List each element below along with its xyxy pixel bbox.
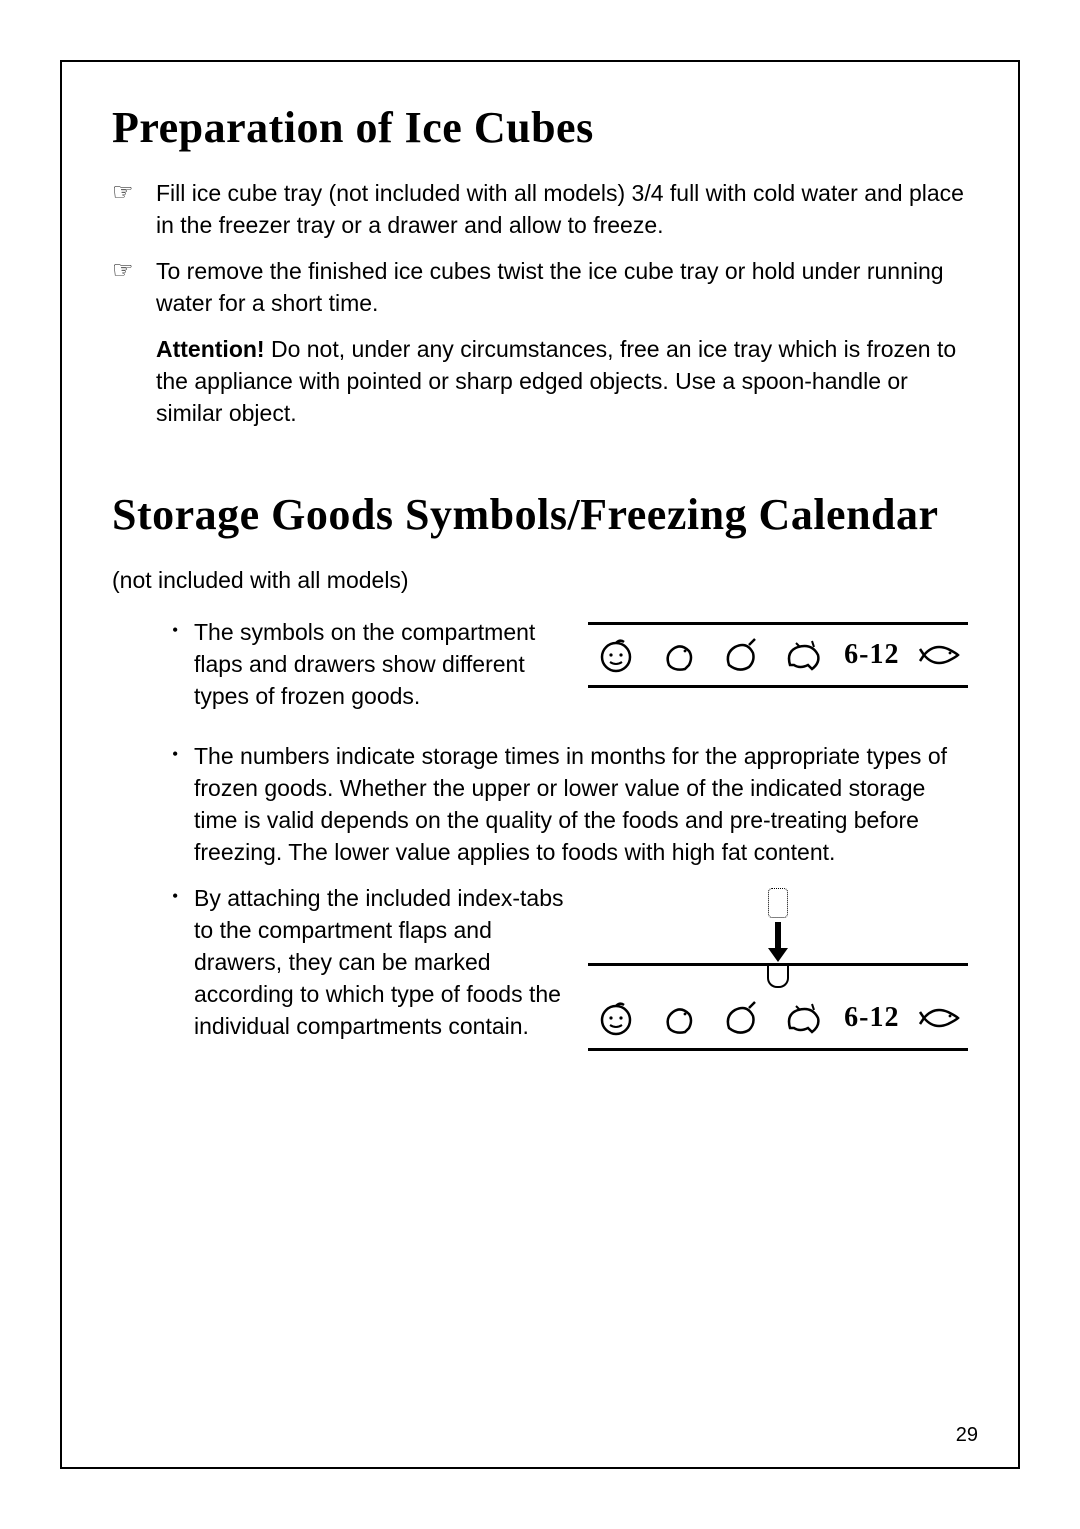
meat-icon xyxy=(719,635,763,675)
instruction-text: Fill ice cube tray (not included with al… xyxy=(156,177,968,241)
instruction-item: ☞ To remove the finished ice cubes twist… xyxy=(112,255,968,319)
bullet-text: The numbers indicate storage times in mo… xyxy=(194,740,968,868)
sausage-icon xyxy=(782,635,826,675)
list-item: • By attaching the included index-tabs t… xyxy=(172,882,564,1042)
bullet-text: The symbols on the compart­ment flaps an… xyxy=(194,616,564,712)
attention-body: Do not, under any circumstances, free an… xyxy=(156,336,956,426)
pointing-hand-icon: ☞ xyxy=(112,255,156,285)
poultry-icon xyxy=(657,635,701,675)
section1-paragraphs: ☞ Fill ice cube tray (not included with … xyxy=(112,177,968,429)
storage-months-label: 6-12 xyxy=(844,1002,899,1034)
attention-item: Attention! Do not, under any circumstanc… xyxy=(112,333,968,429)
sausage-icon xyxy=(782,998,826,1038)
fish-icon xyxy=(918,998,962,1038)
down-arrow-icon xyxy=(764,920,792,964)
fish-icon xyxy=(918,635,962,675)
pointing-hand-icon: ☞ xyxy=(112,177,156,207)
bullet-list: • By attaching the included index-tabs t… xyxy=(112,882,564,1042)
section2-title: Storage Goods Symbols/Freezing Calendar xyxy=(112,489,968,540)
figure-index-tab: 6-12 xyxy=(588,882,968,1051)
apple-face-icon xyxy=(594,998,638,1038)
list-item: • The numbers indicate storage times in … xyxy=(172,740,968,868)
spacer xyxy=(112,333,156,335)
bullet-dot-icon: • xyxy=(172,882,194,910)
poultry-icon xyxy=(657,998,701,1038)
symbol-strip: 6-12 xyxy=(588,622,968,688)
symbol-strip: 6-12 xyxy=(588,988,968,1051)
index-tab-slot-icon xyxy=(767,964,789,988)
storage-months-label: 6-12 xyxy=(844,639,899,671)
section1-title: Preparation of Ice Cubes xyxy=(112,102,968,153)
page-number: 29 xyxy=(956,1424,978,1447)
attention-text: Attention! Do not, under any circumstanc… xyxy=(156,333,968,429)
apple-face-icon xyxy=(594,635,638,675)
bullet-dot-icon: • xyxy=(172,616,194,644)
bullet-with-figure-2: • By attaching the included index-tabs t… xyxy=(112,882,968,1056)
meat-icon xyxy=(719,998,763,1038)
bullet-list: • The numbers indicate storage times in … xyxy=(112,740,968,868)
attention-label: Attention! xyxy=(156,336,265,362)
bullet-dot-icon: • xyxy=(172,740,194,768)
section2-subnote: (not included with all models) xyxy=(112,564,968,596)
list-item: • The symbols on the compart­ment flaps … xyxy=(172,616,564,712)
instruction-text: To remove the finished ice cubes twist t… xyxy=(156,255,968,319)
bullet-list: • The symbols on the compart­ment flaps … xyxy=(112,616,564,712)
tab-insertion-illustration xyxy=(588,888,968,964)
bullet-with-figure-1: • The symbols on the compart­ment flaps … xyxy=(112,616,968,726)
bullet-text: By attaching the included index-tabs to … xyxy=(194,882,564,1042)
page-frame: Preparation of Ice Cubes ☞ Fill ice cube… xyxy=(60,60,1020,1469)
index-tab-outline-icon xyxy=(768,888,788,918)
figure-symbol-strip: 6-12 xyxy=(588,616,968,688)
instruction-item: ☞ Fill ice cube tray (not included with … xyxy=(112,177,968,241)
